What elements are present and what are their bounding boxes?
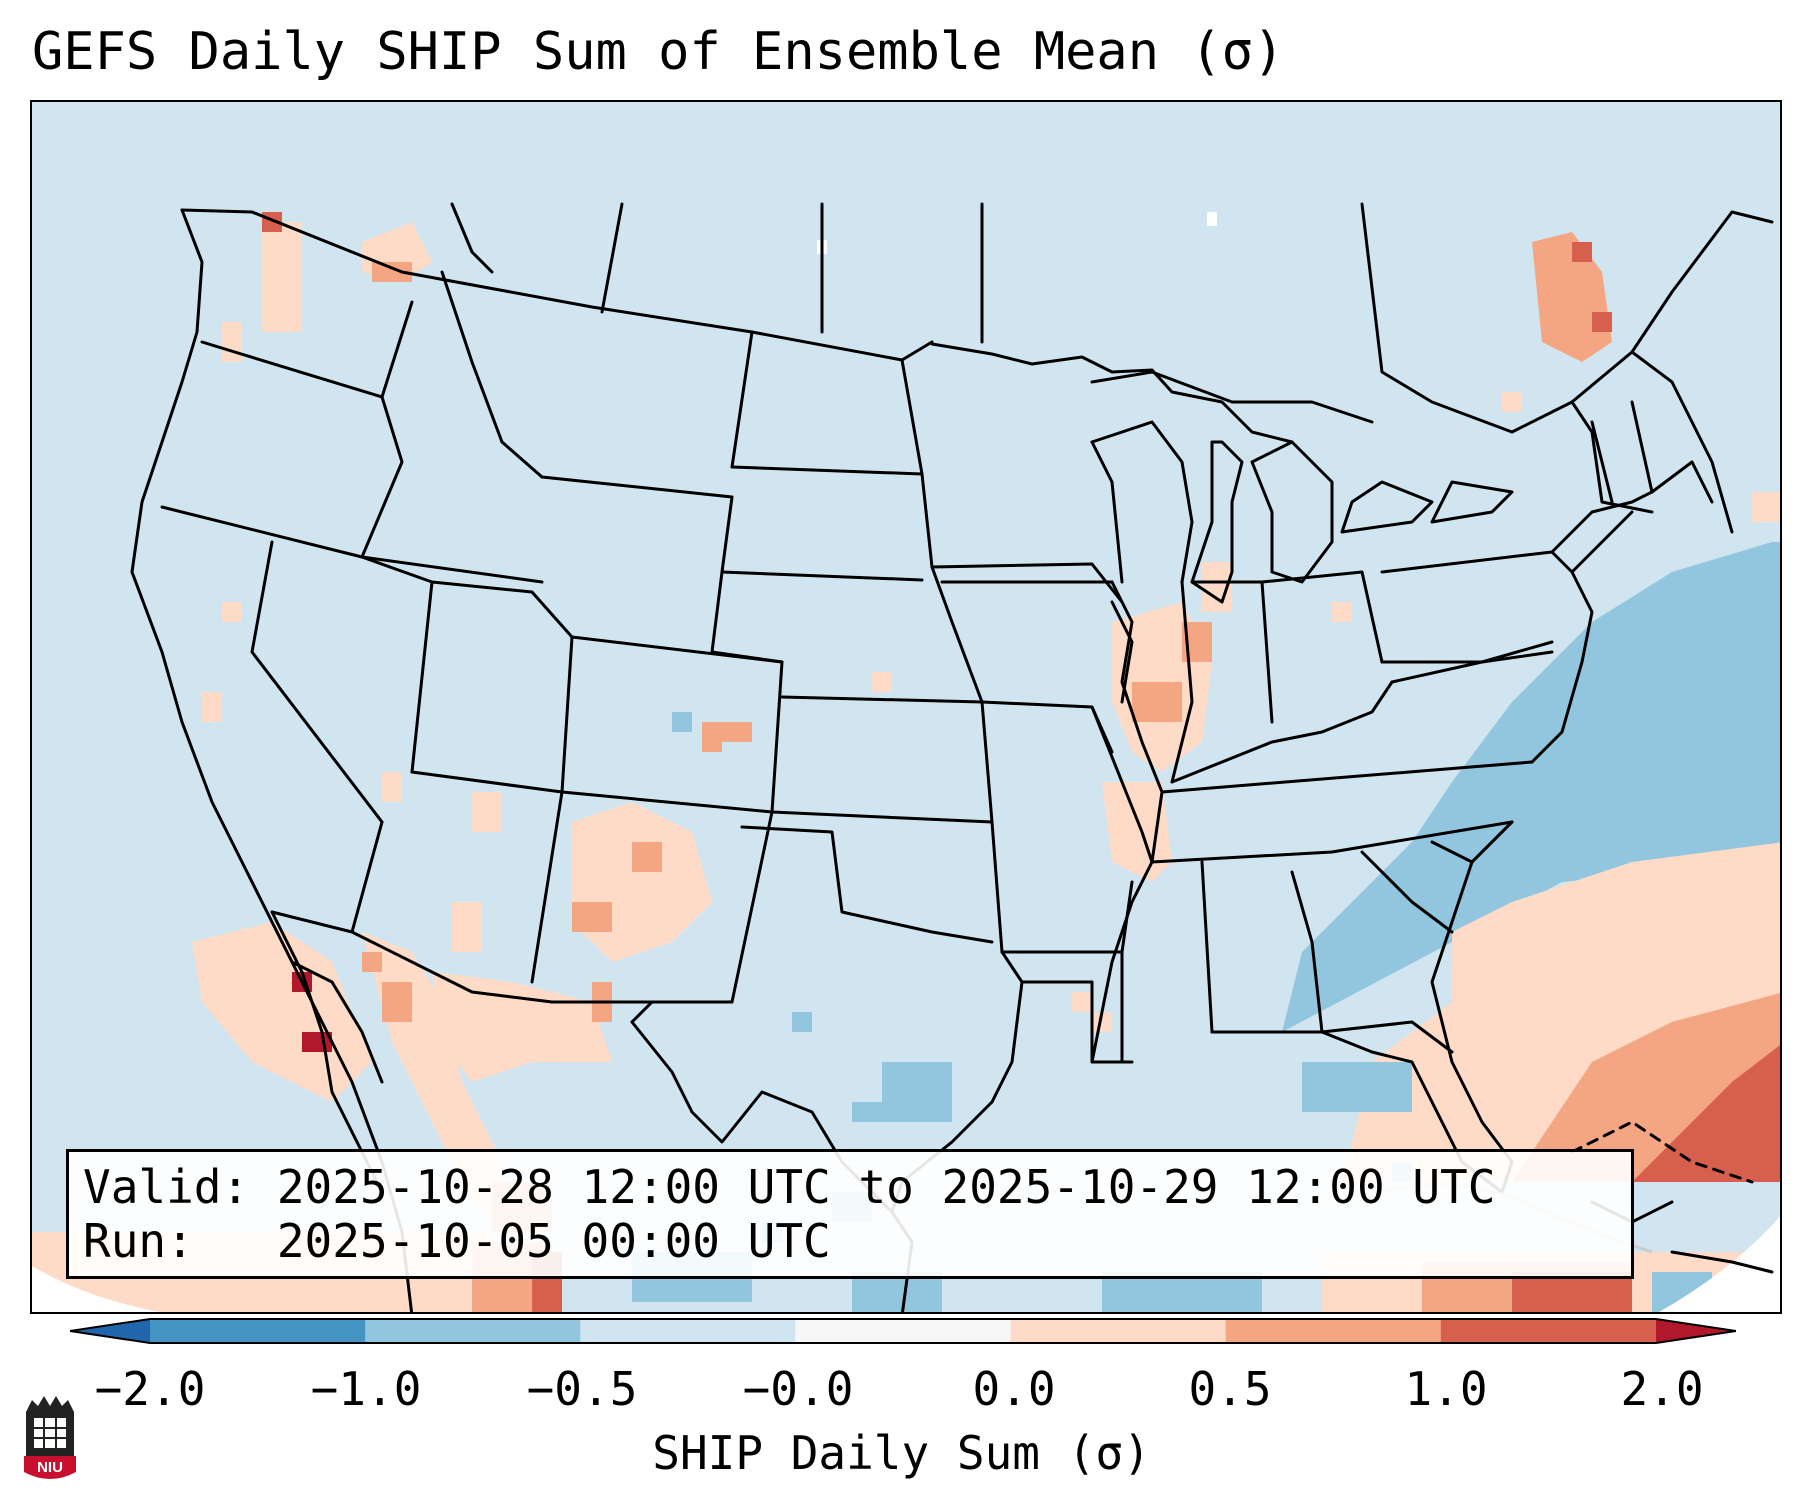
colorbar-tick-label: −1.0 [310,1362,422,1416]
logo-banner [24,1456,76,1479]
colorbar-extend-high [1656,1319,1736,1343]
colorbar [70,1318,1736,1344]
colorbar-label: SHIP Daily Sum (σ) [652,1426,1151,1480]
colorbar-tick-label: 0.0 [972,1362,1056,1416]
boundaries [130,202,1774,1312]
colorbar-tick-label: 1.0 [1404,1362,1488,1416]
colorbar-bin [365,1319,581,1343]
colorbar-bin [795,1319,1012,1343]
colorbar-tick-label: 0.5 [1188,1362,1272,1416]
colorbar-tick-label: −2.0 [94,1362,206,1416]
logo-text: NIU [37,1459,63,1476]
map-panel [30,100,1782,1314]
map-title: GEFS Daily SHIP Sum of Ensemble Mean (σ) [32,22,1285,82]
run-time-text: Run: 2025-10-05 00:00 UTC [83,1214,831,1268]
colorbar-bin [580,1319,796,1343]
colorbar-tick-label: 2.0 [1620,1362,1704,1416]
colorbar-tick-label: −0.5 [526,1362,638,1416]
colorbar-extend-low [70,1319,150,1343]
colorbar-bin [1010,1319,1227,1343]
colorbar-bin [1225,1319,1442,1343]
niu-logo: NIU [24,1396,76,1479]
validity-info-box: Valid: 2025-10-28 12:00 UTC to 2025-10-2… [66,1149,1634,1279]
colorbar-bin [150,1319,366,1343]
colorbar-tick-label: −0.0 [742,1362,854,1416]
map-canvas [32,202,1780,1312]
valid-time-text: Valid: 2025-10-28 12:00 UTC to 2025-10-2… [83,1160,1496,1214]
colorbar-bin [1440,1319,1657,1343]
